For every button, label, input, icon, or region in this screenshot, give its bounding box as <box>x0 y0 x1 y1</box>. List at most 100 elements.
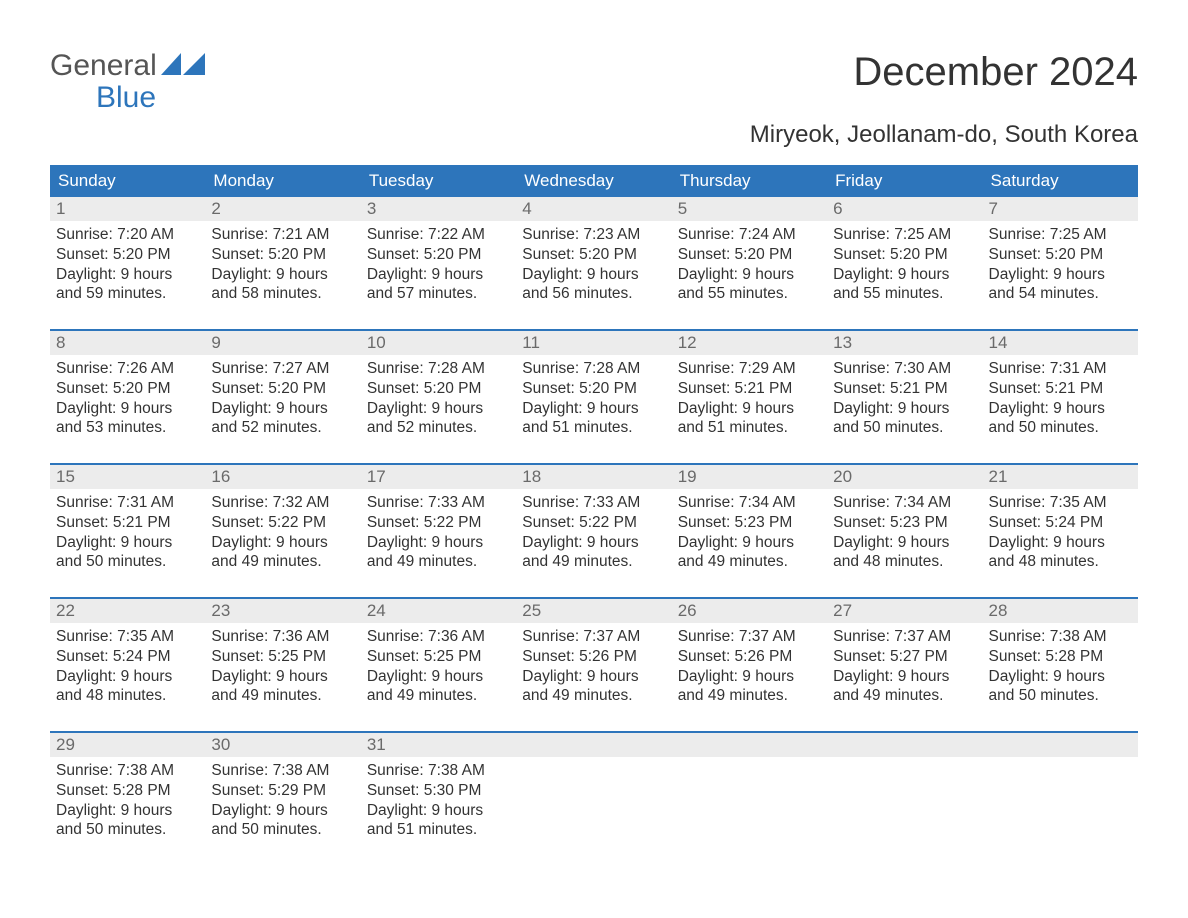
day-number: 22 <box>50 599 205 623</box>
calendar-week: 15 Sunrise: 7:31 AMSunset: 5:21 PMDayligh… <box>50 463 1138 583</box>
day-number: 31 <box>361 733 516 757</box>
calendar-day: 31Sunrise: 7:38 AMSunset: 5:30 PMDayligh… <box>361 733 516 851</box>
day-number: 23 <box>205 599 360 623</box>
day-detail: Sunrise: 7:31 AMSunset: 5:21 PMDaylight:… <box>50 493 205 572</box>
day-detail: Sunrise: 7:31 AMSunset: 5:21 PMDaylight:… <box>983 359 1138 438</box>
calendar-day: 29 Sunrise: 7:38 AMSunset: 5:28 PMDayligh… <box>50 733 205 851</box>
day-number: 20 <box>827 465 982 489</box>
calendar-day: 20 Sunrise: 7:34 AMSunset: 5:23 PMDayligh… <box>827 465 982 583</box>
weekday-label: Saturday <box>983 165 1138 197</box>
day-detail: Sunrise: 7:25 AMSunset: 5:20 PMDaylight:… <box>983 225 1138 304</box>
calendar-day: 24 Sunrise: 7:36 AMSunset: 5:25 PMDayligh… <box>361 599 516 717</box>
day-number: 25 <box>516 599 671 623</box>
day-number: 24 <box>361 599 516 623</box>
calendar-day: 16Sunrise: 7:32 AMSunset: 5:22 PMDayligh… <box>205 465 360 583</box>
day-number: 9 <box>205 331 360 355</box>
day-number: 27 <box>827 599 982 623</box>
day-detail: Sunrise: 7:29 AMSunset: 5:21 PMDaylight:… <box>672 359 827 438</box>
day-number: 29 <box>50 733 205 757</box>
day-detail: Sunrise: 7:38 AMSunset: 5:28 PMDaylight:… <box>50 761 205 840</box>
day-detail: Sunrise: 7:35 AMSunset: 5:24 PMDaylight:… <box>50 627 205 706</box>
day-detail: Sunrise: 7:23 AMSunset: 5:20 PMDaylight:… <box>516 225 671 304</box>
calendar-day <box>827 733 982 851</box>
day-detail: Sunrise: 7:35 AMSunset: 5:24 PMDaylight:… <box>983 493 1138 572</box>
day-number-empty <box>827 733 982 757</box>
day-detail: Sunrise: 7:36 AMSunset: 5:25 PMDaylight:… <box>205 627 360 706</box>
day-detail: Sunrise: 7:37 AMSunset: 5:26 PMDaylight:… <box>516 627 671 706</box>
day-detail: Sunrise: 7:36 AMSunset: 5:25 PMDaylight:… <box>361 627 516 706</box>
day-number: 7 <box>983 197 1138 221</box>
calendar-day: 6Sunrise: 7:25 AMSunset: 5:20 PMDaylight… <box>827 197 982 315</box>
calendar: SundayMondayTuesdayWednesdayThursdayFrid… <box>50 165 1138 851</box>
calendar-day: 5Sunrise: 7:24 AMSunset: 5:20 PMDaylight… <box>672 197 827 315</box>
header: General Blue December 2024 <box>50 50 1138 113</box>
day-detail: Sunrise: 7:24 AMSunset: 5:20 PMDaylight:… <box>672 225 827 304</box>
day-number: 2 <box>205 197 360 221</box>
page-title: December 2024 <box>853 50 1138 95</box>
calendar-day: 19 Sunrise: 7:34 AMSunset: 5:23 PMDayligh… <box>672 465 827 583</box>
calendar-week: 1 Sunrise: 7:20 AMSunset: 5:20 PMDaylight… <box>50 197 1138 315</box>
calendar-day: 4 Sunrise: 7:23 AMSunset: 5:20 PMDaylight… <box>516 197 671 315</box>
day-number: 15 <box>50 465 205 489</box>
day-number: 13 <box>827 331 982 355</box>
calendar-day: 28Sunrise: 7:38 AMSunset: 5:28 PMDayligh… <box>983 599 1138 717</box>
calendar-week: 29 Sunrise: 7:38 AMSunset: 5:28 PMDayligh… <box>50 731 1138 851</box>
logo-text-top: General <box>50 50 157 82</box>
calendar-day: 2 Sunrise: 7:21 AMSunset: 5:20 PMDaylight… <box>205 197 360 315</box>
day-number: 8 <box>50 331 205 355</box>
day-number: 3 <box>361 197 516 221</box>
calendar-day <box>983 733 1138 851</box>
day-detail: Sunrise: 7:21 AMSunset: 5:20 PMDaylight:… <box>205 225 360 304</box>
location-subtitle: Miryeok, Jeollanam-do, South Korea <box>50 121 1138 149</box>
day-detail: Sunrise: 7:34 AMSunset: 5:23 PMDaylight:… <box>672 493 827 572</box>
weekday-label: Friday <box>827 165 982 197</box>
day-detail: Sunrise: 7:38 AMSunset: 5:29 PMDaylight:… <box>205 761 360 840</box>
day-detail: Sunrise: 7:25 AMSunset: 5:20 PMDaylight:… <box>827 225 982 304</box>
day-detail: Sunrise: 7:26 AMSunset: 5:20 PMDaylight:… <box>50 359 205 438</box>
calendar-day: 22 Sunrise: 7:35 AMSunset: 5:24 PMDayligh… <box>50 599 205 717</box>
calendar-day: 30 Sunrise: 7:38 AMSunset: 5:29 PMDayligh… <box>205 733 360 851</box>
day-number: 18 <box>516 465 671 489</box>
day-number: 28 <box>983 599 1138 623</box>
weekday-label: Thursday <box>672 165 827 197</box>
day-detail: Sunrise: 7:28 AMSunset: 5:20 PMDaylight:… <box>361 359 516 438</box>
calendar-day: 18 Sunrise: 7:33 AMSunset: 5:22 PMDayligh… <box>516 465 671 583</box>
calendar-day: 1 Sunrise: 7:20 AMSunset: 5:20 PMDaylight… <box>50 197 205 315</box>
day-detail: Sunrise: 7:34 AMSunset: 5:23 PMDaylight:… <box>827 493 982 572</box>
day-detail: Sunrise: 7:37 AMSunset: 5:27 PMDaylight:… <box>827 627 982 706</box>
day-number: 17 <box>361 465 516 489</box>
day-detail: Sunrise: 7:37 AMSunset: 5:26 PMDaylight:… <box>672 627 827 706</box>
day-detail: Sunrise: 7:33 AMSunset: 5:22 PMDaylight:… <box>516 493 671 572</box>
calendar-day: 27 Sunrise: 7:37 AMSunset: 5:27 PMDayligh… <box>827 599 982 717</box>
day-number: 1 <box>50 197 205 221</box>
calendar-day: 15 Sunrise: 7:31 AMSunset: 5:21 PMDayligh… <box>50 465 205 583</box>
day-detail: Sunrise: 7:32 AMSunset: 5:22 PMDaylight:… <box>205 493 360 572</box>
day-number: 21 <box>983 465 1138 489</box>
day-detail: Sunrise: 7:30 AMSunset: 5:21 PMDaylight:… <box>827 359 982 438</box>
day-number: 12 <box>672 331 827 355</box>
calendar-day <box>672 733 827 851</box>
weekday-label: Sunday <box>50 165 205 197</box>
calendar-day <box>516 733 671 851</box>
calendar-day: 8 Sunrise: 7:26 AMSunset: 5:20 PMDaylight… <box>50 331 205 449</box>
day-detail: Sunrise: 7:28 AMSunset: 5:20 PMDaylight:… <box>516 359 671 438</box>
calendar-day: 26 Sunrise: 7:37 AMSunset: 5:26 PMDayligh… <box>672 599 827 717</box>
day-detail: Sunrise: 7:20 AMSunset: 5:20 PMDaylight:… <box>50 225 205 304</box>
calendar-day: 25 Sunrise: 7:37 AMSunset: 5:26 PMDayligh… <box>516 599 671 717</box>
weekday-header: SundayMondayTuesdayWednesdayThursdayFrid… <box>50 165 1138 197</box>
calendar-day: 10Sunrise: 7:28 AMSunset: 5:20 PMDayligh… <box>361 331 516 449</box>
logo: General Blue <box>50 50 205 113</box>
day-detail: Sunrise: 7:22 AMSunset: 5:20 PMDaylight:… <box>361 225 516 304</box>
weekday-label: Wednesday <box>516 165 671 197</box>
calendar-day: 23 Sunrise: 7:36 AMSunset: 5:25 PMDayligh… <box>205 599 360 717</box>
day-detail: Sunrise: 7:27 AMSunset: 5:20 PMDaylight:… <box>205 359 360 438</box>
day-number: 14 <box>983 331 1138 355</box>
calendar-day: 7 Sunrise: 7:25 AMSunset: 5:20 PMDaylight… <box>983 197 1138 315</box>
calendar-day: 12 Sunrise: 7:29 AMSunset: 5:21 PMDayligh… <box>672 331 827 449</box>
day-number: 4 <box>516 197 671 221</box>
calendar-day: 9 Sunrise: 7:27 AMSunset: 5:20 PMDaylight… <box>205 331 360 449</box>
day-number: 26 <box>672 599 827 623</box>
flag-icon <box>161 50 205 82</box>
day-number: 30 <box>205 733 360 757</box>
day-number: 19 <box>672 465 827 489</box>
